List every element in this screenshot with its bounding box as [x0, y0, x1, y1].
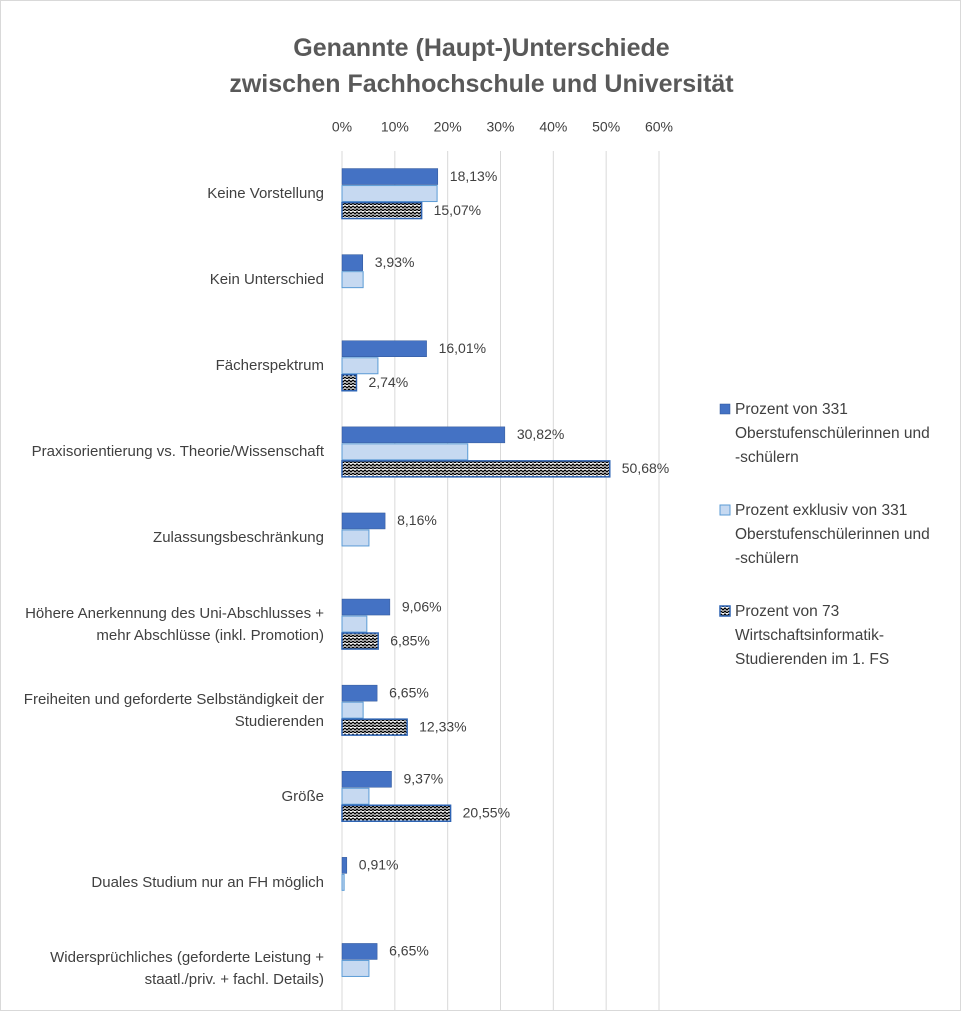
- data-label: 50,68%: [622, 460, 669, 476]
- data-label: 0,91%: [359, 857, 399, 873]
- data-label: 9,06%: [402, 598, 442, 614]
- legend-swatch: [719, 403, 731, 415]
- data-label: 20,55%: [463, 804, 510, 820]
- y-tick-label: Keine Vorstellung: [207, 185, 324, 203]
- bar: [341, 718, 408, 736]
- bar: [341, 460, 611, 478]
- bar: [341, 787, 370, 805]
- bar: [341, 632, 379, 650]
- bar: [341, 357, 379, 375]
- x-tick-label: 30%: [486, 119, 514, 135]
- x-tick-label: 20%: [434, 119, 462, 135]
- data-label: 2,74%: [368, 374, 408, 390]
- x-tick-label: 50%: [592, 119, 620, 135]
- bar: [341, 684, 378, 702]
- x-tick-label: 60%: [645, 119, 673, 135]
- y-tick-label: Größe: [281, 787, 324, 805]
- y-tick-label: Praxisorientierung vs. Theorie/Wissensch…: [31, 443, 324, 461]
- legend-swatch: [719, 605, 731, 617]
- data-label: 16,01%: [439, 340, 486, 356]
- y-tick-label: Fächerspektrum: [215, 357, 324, 375]
- x-tick-label: 0%: [332, 119, 352, 135]
- bar: [341, 201, 423, 220]
- data-label: 15,07%: [434, 202, 481, 218]
- legend-swatch: [719, 504, 731, 516]
- data-label: 12,33%: [419, 718, 466, 734]
- bar: [341, 443, 469, 461]
- bar: [341, 857, 348, 874]
- legend-label: Prozent von 331 Oberstufenschülerinnen u…: [735, 401, 930, 466]
- bar: [341, 529, 370, 547]
- bar: [341, 185, 438, 203]
- bar: [341, 340, 427, 357]
- bar: [341, 374, 358, 392]
- y-tick-label: Freiheiten und geforderte Selbständigkei…: [23, 690, 324, 730]
- bar: [341, 701, 364, 719]
- data-label: 6,65%: [389, 684, 429, 700]
- y-tick-label: Widersprüchliches (geforderte Leistung +…: [50, 948, 324, 988]
- data-label: 8,16%: [397, 512, 437, 528]
- chart-title: zwischen Fachhochschule und Universität: [229, 70, 734, 98]
- y-tick-label: Zulassungsbeschränkung: [153, 529, 324, 547]
- data-label: 6,65%: [389, 943, 429, 959]
- y-tick-label: Duales Studium nur an FH möglich: [91, 873, 324, 891]
- x-tick-label: 10%: [381, 119, 409, 135]
- bar: [341, 959, 370, 977]
- bar: [341, 615, 368, 633]
- bar: [341, 271, 364, 289]
- data-label: 6,85%: [390, 632, 430, 648]
- chart-title: Genannte (Haupt-)Unterschiede: [293, 34, 670, 62]
- legend-label: Prozent von 73 Wirtschaftsinformatik-Stu…: [735, 603, 890, 668]
- bar: [341, 168, 439, 185]
- data-label: 3,93%: [375, 254, 415, 270]
- y-tick-label: Kein Unterschied: [209, 271, 324, 289]
- bar: [341, 873, 345, 891]
- data-label: 18,13%: [450, 168, 497, 184]
- bar: [341, 426, 506, 444]
- x-tick-label: 40%: [539, 119, 567, 135]
- y-tick-label: Höhere Anerkennung des Uni-Abschlusses +…: [25, 604, 324, 644]
- bar: [341, 771, 392, 788]
- bar: [341, 804, 452, 822]
- data-label: 30,82%: [517, 426, 564, 442]
- data-label: 9,37%: [404, 770, 444, 786]
- legend-label: Prozent exklusiv von 331 Oberstufenschül…: [735, 502, 930, 567]
- bar: [341, 943, 378, 960]
- bar: [341, 512, 386, 530]
- bar: [341, 598, 391, 616]
- bar: [341, 254, 364, 271]
